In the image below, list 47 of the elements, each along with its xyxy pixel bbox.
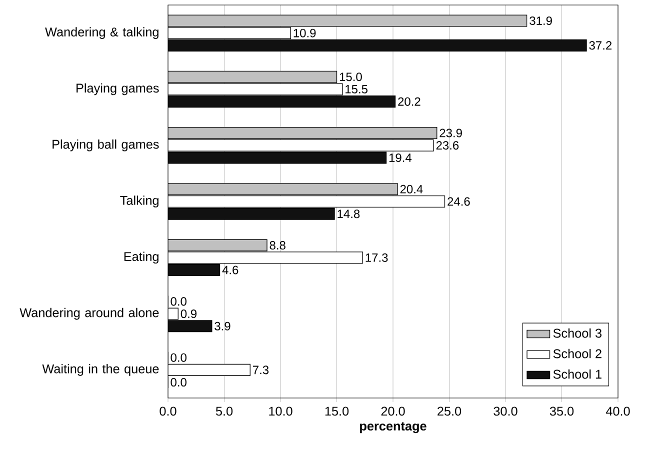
legend-label: School 3 <box>553 328 602 338</box>
data-label: 24.6 <box>448 197 470 206</box>
x-tick-label: 20.0 <box>381 406 405 416</box>
data-label: 0.0 <box>170 378 186 387</box>
data-label: 14.8 <box>338 210 360 218</box>
x-axis-title: percentage <box>360 422 426 434</box>
data-label: 8.8 <box>270 241 286 250</box>
data-label: 0.9 <box>180 310 197 318</box>
data-label: 15.5 <box>346 85 368 94</box>
data-label: 20.2 <box>398 97 420 106</box>
legend-label: School 1 <box>553 369 602 379</box>
bar <box>168 96 396 108</box>
data-label: 17.3 <box>366 253 388 262</box>
data-label: 37.2 <box>589 41 612 50</box>
y-tick-label: Waiting in the queue <box>42 364 159 376</box>
data-label: 3.9 <box>214 322 230 330</box>
x-tick-label: 10.0 <box>269 406 292 416</box>
data-label: 0.0 <box>170 297 186 306</box>
data-label: 4.6 <box>222 266 238 274</box>
y-tick-label: Talking <box>120 196 158 208</box>
data-label: 19.4 <box>389 153 412 162</box>
y-tick-label: Wandering & talking <box>45 27 158 39</box>
x-tick-label: 40.0 <box>606 406 630 416</box>
x-tick-label: 25.0 <box>438 406 462 416</box>
bar <box>168 264 220 276</box>
y-tick-label: Playing games <box>76 83 159 96</box>
bar <box>168 152 387 164</box>
data-label: 15.0 <box>340 72 362 82</box>
data-label: 10.9 <box>294 28 316 38</box>
data-label: 23.9 <box>440 128 462 138</box>
bar <box>168 208 335 220</box>
data-label: 20.4 <box>400 184 423 194</box>
y-tick-label: Eating <box>124 252 158 264</box>
x-tick-label: 15.0 <box>325 406 349 416</box>
bar <box>168 39 587 52</box>
x-tick-label: 0.0 <box>160 406 176 416</box>
data-label: 23.6 <box>436 141 459 150</box>
x-tick-label: 30.0 <box>494 406 518 416</box>
y-tick-label: Playing ball games <box>52 139 159 152</box>
data-label: 0.0 <box>170 353 186 362</box>
bar <box>168 320 212 332</box>
data-label: 31.9 <box>530 16 552 25</box>
legend-label: School 2 <box>553 348 602 358</box>
data-label: 7.3 <box>253 366 269 374</box>
x-tick-label: 5.0 <box>216 406 233 416</box>
y-tick-label: Wandering around alone <box>20 308 159 320</box>
x-tick-label: 35.0 <box>550 406 574 416</box>
